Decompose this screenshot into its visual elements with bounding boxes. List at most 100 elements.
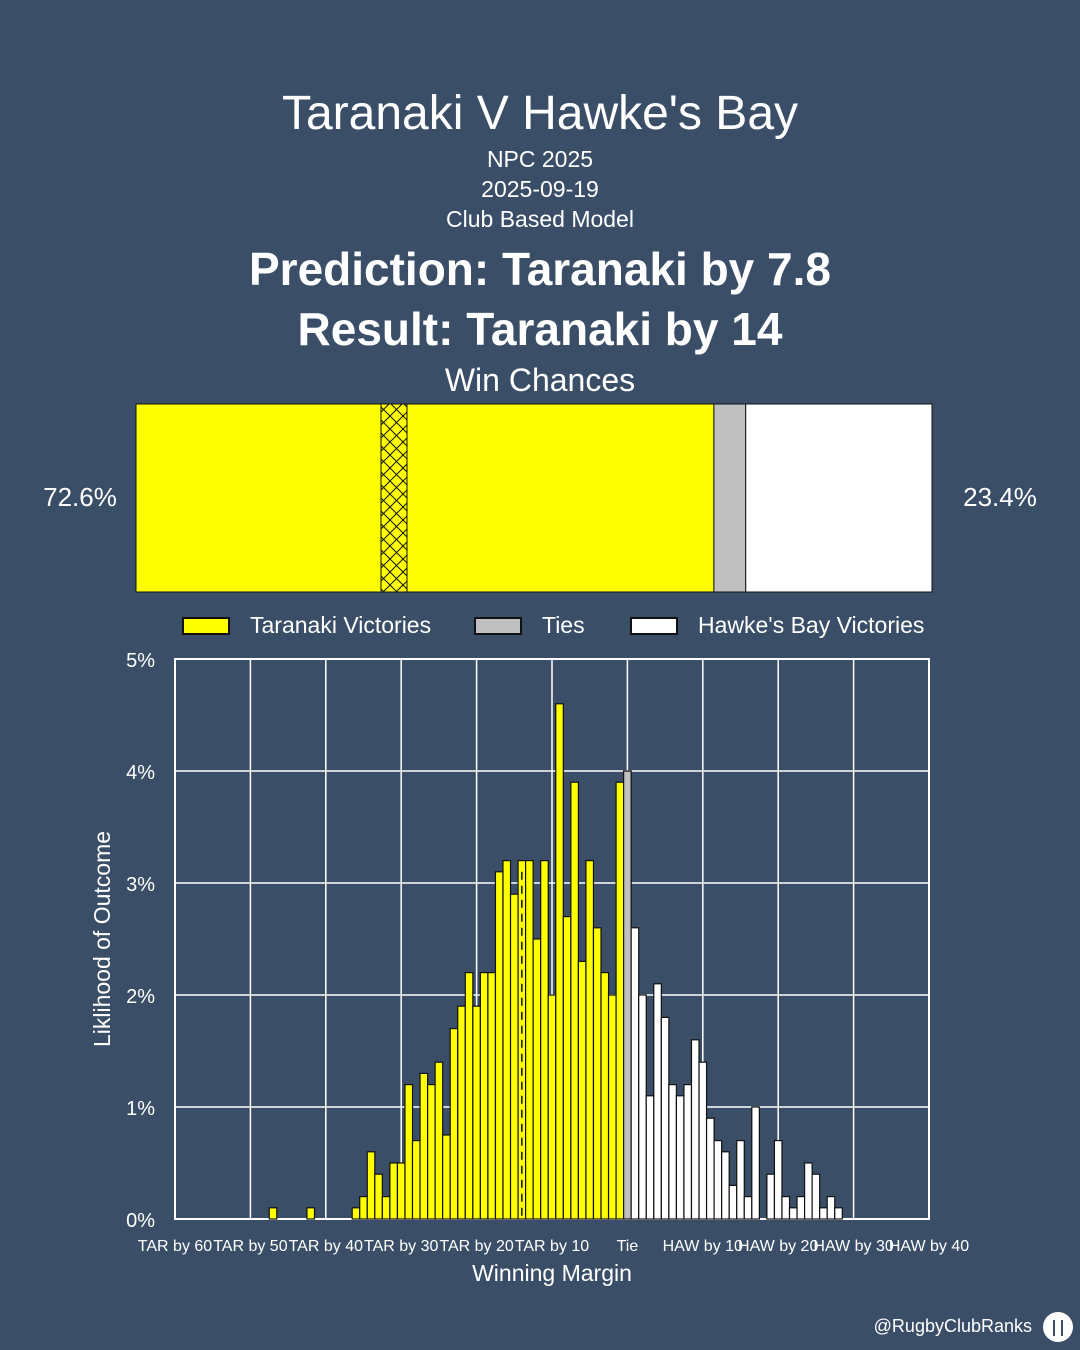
histogram-bar	[600, 971, 610, 1220]
histogram-bar	[487, 971, 497, 1220]
histogram-bar	[359, 1195, 368, 1220]
histogram-bar	[615, 781, 625, 1220]
result-text: Result: Taranaki by 14	[297, 303, 783, 355]
x-tick-label: Tie	[617, 1238, 639, 1255]
legend-label-away: Hawke's Bay Victories	[698, 612, 925, 638]
histogram-bar	[675, 1095, 685, 1220]
histogram-bar	[721, 1151, 730, 1220]
histogram-bar	[449, 1027, 459, 1220]
histogram-bar	[411, 1139, 421, 1220]
goalpost-logo-icon	[1043, 1312, 1073, 1342]
histogram-bar	[306, 1207, 316, 1220]
histogram-bar	[668, 1083, 678, 1220]
histogram-bar	[698, 1061, 708, 1220]
x-tick-label: HAW by 40	[889, 1238, 969, 1255]
histogram-bar	[660, 1016, 670, 1220]
histogram-bar	[442, 1134, 451, 1220]
histogram-bar	[728, 1184, 738, 1220]
histogram-bar	[351, 1207, 361, 1220]
legend-label-ties: Ties	[542, 612, 585, 638]
x-tick-label: HAW by 20	[738, 1238, 818, 1255]
histogram-bar	[555, 703, 564, 1220]
histogram-bar	[834, 1207, 843, 1220]
histogram-bar	[517, 859, 527, 1220]
match-date: 2025-09-19	[481, 176, 599, 202]
legend-item-ties: Ties	[474, 612, 585, 639]
histogram-bar	[426, 1083, 436, 1220]
histogram-bar	[457, 1005, 466, 1220]
histogram-bar	[396, 1162, 406, 1220]
credit-handle[interactable]: @RugbyClubRanks	[873, 1316, 1032, 1336]
win-bar-result-marker	[380, 403, 408, 593]
histogram-bar	[540, 859, 549, 1220]
x-tick-label: TAR by 30	[364, 1238, 439, 1255]
win-chances-title: Win Chances	[444, 362, 636, 398]
histogram-bar	[562, 915, 572, 1220]
legend-swatch-home	[182, 616, 230, 635]
histogram-bar	[464, 971, 474, 1220]
histogram-bar	[773, 1139, 783, 1220]
away-win-percentage: 23.4%	[963, 482, 1037, 512]
histogram-bar	[525, 859, 534, 1220]
histogram-bar	[736, 1139, 745, 1220]
histogram-bar	[751, 1106, 760, 1220]
histogram-bar	[268, 1207, 278, 1220]
histogram-bar	[592, 927, 602, 1220]
legend-label-home: Taranaki Victories	[250, 612, 432, 638]
histogram-bar	[381, 1195, 391, 1220]
histogram-bar	[796, 1195, 806, 1220]
histogram-bar	[781, 1195, 791, 1220]
y-tick-label: 4%	[126, 762, 155, 784]
histogram-bar	[623, 770, 632, 1220]
win-bar-ties	[713, 403, 747, 593]
legend-swatch-away	[630, 616, 678, 635]
y-axis-title: Liklihood of Outcome	[89, 831, 115, 1047]
histogram-bar	[509, 893, 519, 1220]
plot-frame	[174, 658, 930, 1220]
histogram-bar	[653, 983, 662, 1220]
x-tick-label: TAR by 20	[439, 1238, 514, 1255]
histogram-bar	[819, 1207, 828, 1220]
model-label: Club Based Model	[446, 206, 634, 232]
histogram-bar	[826, 1195, 836, 1220]
x-tick-label: TAR by 40	[289, 1238, 364, 1255]
histogram-bar	[585, 859, 595, 1220]
legend-item-away: Hawke's Bay Victories	[630, 612, 924, 639]
histogram-bar	[803, 1162, 813, 1220]
x-tick-label: HAW by 10	[663, 1238, 743, 1255]
histogram-bar	[607, 994, 617, 1220]
home-win-percentage: 72.6%	[43, 482, 117, 512]
x-tick-label: TAR by 10	[515, 1238, 590, 1255]
histogram-bar	[705, 1117, 715, 1220]
y-tick-label: 3%	[126, 874, 155, 896]
win-bar-away	[745, 403, 933, 593]
histogram-bar	[811, 1173, 821, 1220]
histogram-bar	[547, 994, 557, 1220]
histogram-bar	[502, 859, 512, 1220]
histogram-bar	[713, 1139, 723, 1220]
y-tick-label: 1%	[126, 1098, 155, 1120]
histogram-bar	[766, 1173, 776, 1220]
histogram-bar	[645, 1095, 655, 1220]
x-tick-label: TAR by 50	[213, 1238, 288, 1255]
y-tick-label: 5%	[126, 650, 155, 672]
histogram-bar	[374, 1173, 383, 1220]
histogram-bar	[638, 994, 647, 1220]
y-tick-label: 2%	[126, 986, 155, 1008]
histogram-bar	[434, 1061, 444, 1220]
histogram-bar	[570, 781, 579, 1220]
histogram-bar	[630, 927, 640, 1220]
x-tick-label: HAW by 30	[813, 1238, 893, 1255]
win-bar-home	[135, 403, 715, 593]
y-tick-label: 0%	[126, 1210, 155, 1232]
histogram-bar	[404, 1083, 414, 1220]
x-axis-title: Winning Margin	[472, 1260, 632, 1286]
page-title: Taranaki V Hawke's Bay	[281, 87, 799, 140]
histogram-bar	[532, 938, 542, 1220]
histogram-bar	[389, 1162, 399, 1220]
histogram-bar	[690, 1039, 700, 1220]
histogram-bar	[366, 1151, 376, 1220]
histogram-bar	[479, 971, 489, 1220]
histogram-bar	[472, 1005, 481, 1220]
x-tick-label: TAR by 60	[138, 1238, 213, 1255]
